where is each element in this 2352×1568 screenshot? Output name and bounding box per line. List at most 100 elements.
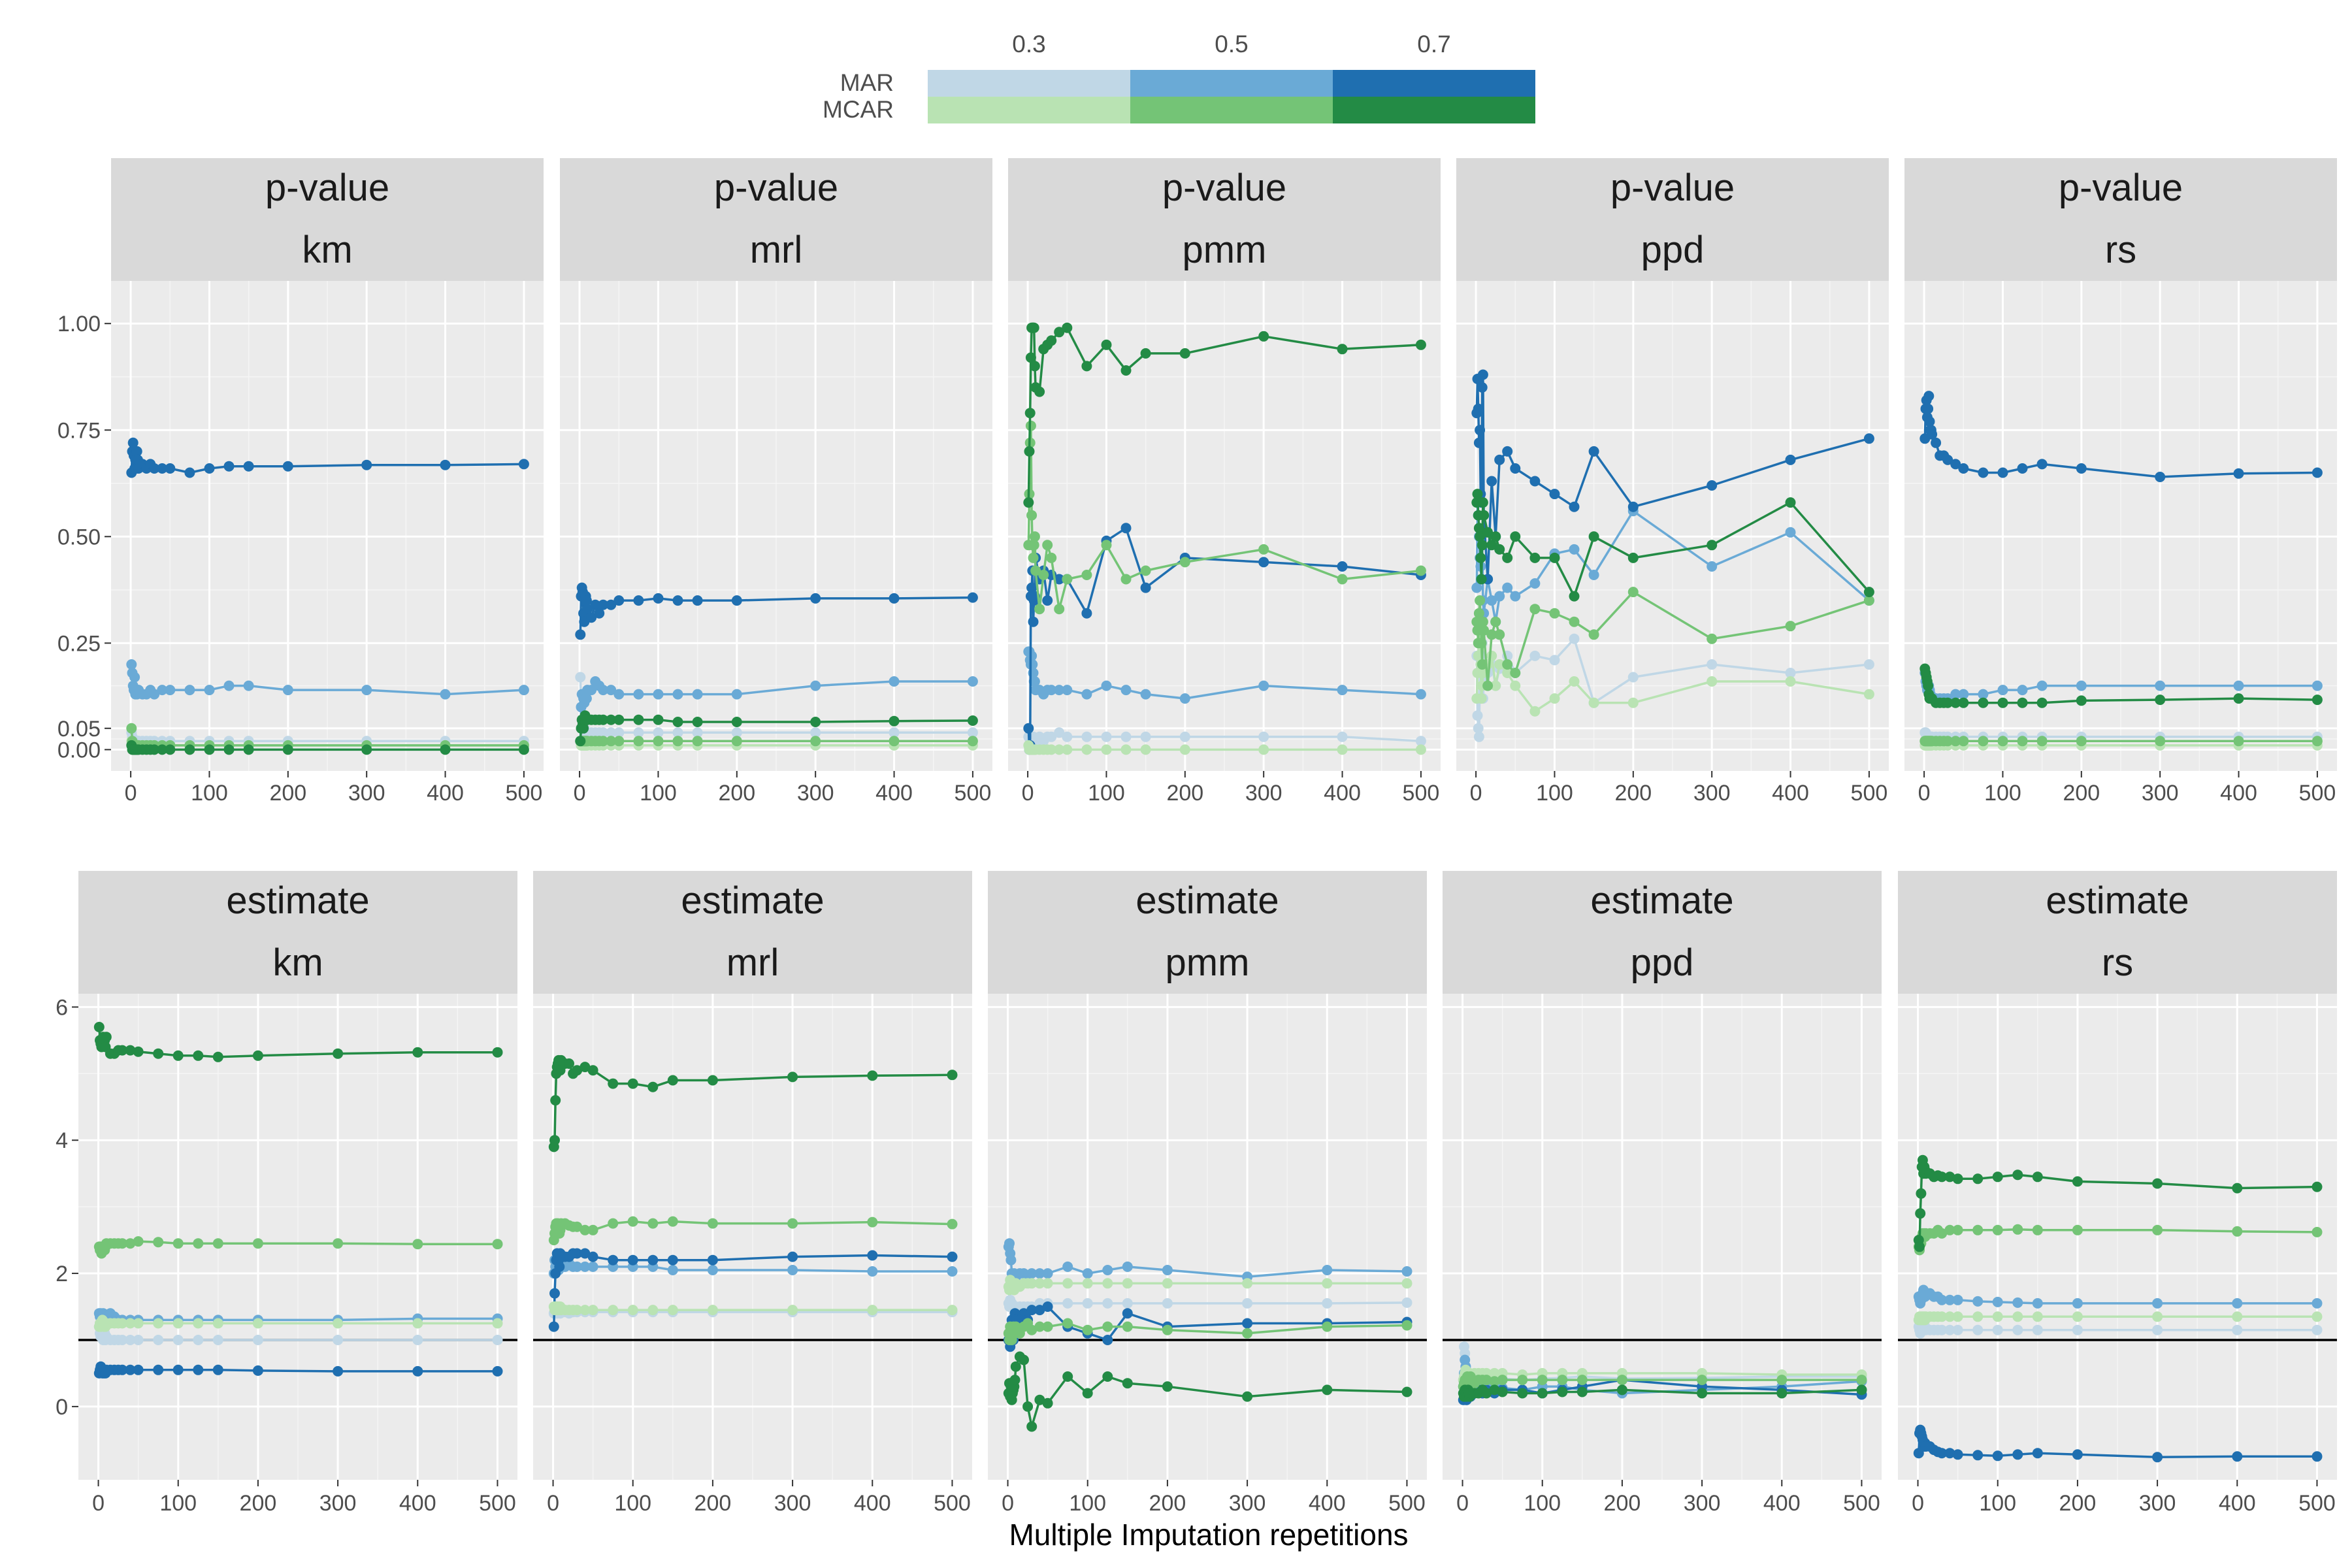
data-point [492, 1365, 503, 1377]
data-point [1046, 335, 1057, 346]
y-tick-label: 6 [56, 995, 68, 1020]
data-point [1616, 1375, 1627, 1386]
data-point [1569, 633, 1580, 644]
data-point [692, 595, 703, 606]
data-point [613, 727, 625, 738]
data-point [361, 744, 372, 755]
data-point [1025, 352, 1036, 363]
data-point [1042, 1278, 1053, 1289]
x-tick-label: 200 [2063, 781, 2100, 806]
data-point [627, 1305, 638, 1316]
data-point [564, 1058, 574, 1069]
data-point [1958, 463, 1969, 474]
data-point [1140, 689, 1151, 700]
data-point [967, 736, 978, 747]
data-point [2032, 1324, 2043, 1335]
data-point [1179, 744, 1190, 755]
data-point [2311, 1451, 2323, 1462]
data-point [1529, 476, 1541, 487]
x-tick-label: 0 [92, 1491, 105, 1516]
data-point [572, 1221, 583, 1232]
data-point [1627, 697, 1639, 708]
data-point [1062, 1318, 1073, 1329]
data-point [2311, 1298, 2323, 1309]
data-point [333, 1048, 344, 1059]
data-point [1486, 629, 1497, 640]
legend-swatch [1333, 70, 1535, 97]
facet-strip-stat: p-value [1610, 167, 1735, 209]
data-point [575, 672, 586, 683]
data-point [1120, 685, 1132, 696]
data-point [1997, 697, 2008, 708]
data-point [667, 1305, 678, 1316]
data-point [647, 1081, 659, 1092]
facet-strip [1898, 871, 2337, 994]
legend-row-label: MAR [840, 69, 894, 96]
data-point [1024, 446, 1035, 457]
x-tick-label: 200 [240, 1491, 277, 1516]
data-point [1486, 595, 1497, 606]
data-point [1010, 1361, 1021, 1372]
data-point [1062, 1278, 1073, 1289]
x-tick-label: 100 [191, 781, 228, 806]
data-point [1529, 578, 1541, 589]
data-point [1081, 689, 1092, 700]
data-point [2152, 1452, 2163, 1463]
data-point [1529, 706, 1541, 717]
x-tick-label: 500 [1843, 1491, 1880, 1516]
data-point [1162, 1298, 1173, 1309]
x-tick-label: 300 [2142, 781, 2179, 806]
data-point [1102, 1298, 1113, 1309]
data-point [889, 715, 900, 727]
data-point [731, 595, 742, 606]
data-point [1009, 1375, 1021, 1386]
data-point [692, 736, 703, 747]
data-point [252, 1335, 263, 1345]
x-tick-label: 0 [547, 1491, 559, 1516]
data-point [653, 714, 664, 725]
data-point [2036, 680, 2048, 691]
data-point [1785, 668, 1796, 678]
data-point [1863, 587, 1874, 598]
series-MCAR-07 [548, 1054, 958, 1152]
series-MCAR-05 [548, 1216, 958, 1246]
data-point [1024, 408, 1036, 419]
data-point [1923, 403, 1934, 414]
data-point [731, 736, 742, 747]
data-point [2311, 736, 2323, 747]
data-point [1477, 382, 1488, 393]
data-point [810, 717, 821, 727]
data-point [1785, 454, 1796, 465]
data-point [1258, 731, 1269, 742]
data-point [581, 595, 592, 606]
data-point [1122, 1321, 1133, 1332]
data-point [1082, 1324, 1093, 1335]
data-point [1549, 552, 1560, 563]
x-tick-label: 400 [1772, 781, 1809, 806]
data-point [1588, 570, 1599, 580]
data-point [598, 727, 609, 738]
data-point [1140, 744, 1151, 755]
data-point [2311, 467, 2323, 478]
data-point [633, 727, 644, 738]
data-point [1026, 1268, 1037, 1279]
data-point [2155, 736, 2166, 747]
data-point [2072, 1224, 2083, 1235]
data-point [1510, 680, 1521, 691]
data-point [282, 461, 293, 472]
data-point [1992, 1296, 2003, 1307]
data-point [492, 1335, 503, 1345]
data-point [133, 1236, 144, 1247]
data-point [1034, 1305, 1045, 1316]
data-point [1054, 685, 1065, 696]
data-point [2036, 736, 2048, 747]
data-point [1472, 710, 1483, 721]
data-point [125, 1045, 136, 1056]
data-point [212, 1051, 223, 1062]
data-point [2233, 693, 2244, 704]
facet-strip-method: ppd [1631, 941, 1694, 984]
x-tick-label: 500 [1851, 781, 1888, 806]
data-point [586, 685, 597, 696]
data-point [212, 1335, 223, 1345]
